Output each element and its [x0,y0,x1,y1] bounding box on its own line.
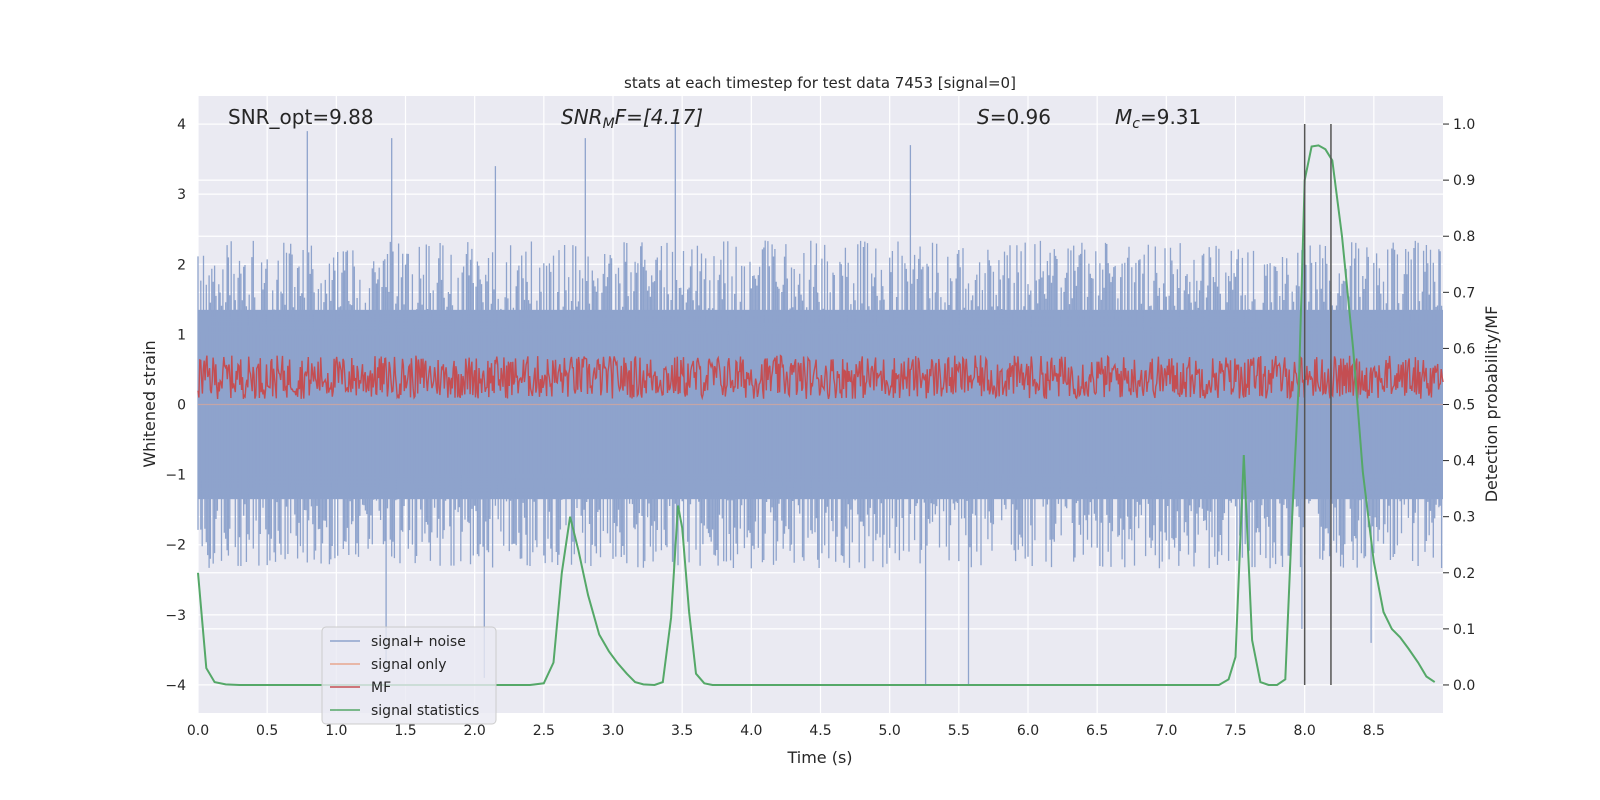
y-tick-label: 3 [177,187,186,203]
y2-tick-label: 0.2 [1453,566,1475,582]
y-tick-label: 4 [177,117,186,133]
s-var: S [977,105,990,129]
x-tick-label: 5.5 [948,723,970,739]
legend-label-signal-noise: signal+ noise [371,634,466,650]
y-tick-label: −2 [165,538,186,554]
signal-statistics-series [197,144,1436,687]
x-tick-label: 1.5 [394,723,416,739]
signal-statistics-trace [197,144,1436,687]
x-tick-label: 2.0 [464,723,486,739]
mc-var: M [1115,105,1132,129]
x-tick-label: 8.5 [1363,723,1385,739]
x-tick-label: 1.0 [325,723,347,739]
annotation-s: S=0.96 [977,105,1051,129]
x-tick-label: 2.5 [533,723,555,739]
y2-tick-label: 1.0 [1453,117,1475,133]
x-axis-label: Time (s) [786,748,852,767]
snr-mf-rest: F=[4.17] [615,105,703,129]
annotation-mc: Mc=9.31 [1115,105,1201,132]
x-tick-label: 4.5 [809,723,831,739]
legend: signal+ noise signal only MF signal stat… [321,626,497,725]
x-tick-label: 3.5 [671,723,693,739]
s-rest: =0.96 [990,105,1051,129]
snr-mf-sub: M [603,116,615,132]
y2-tick-label: 0.8 [1453,229,1475,245]
x-tick-label: 6.0 [1017,723,1039,739]
y-tick-label: −3 [165,608,186,624]
y-axis-label: Whitened strain [140,340,159,467]
y2-tick-label: 0.4 [1453,454,1475,470]
legend-box [321,626,497,725]
x-tick-label: 0.0 [187,723,209,739]
y2-tick-label: 0.6 [1453,341,1475,357]
y-tick-label: −1 [165,468,186,484]
snr-mf-main: SNR [561,105,603,129]
y2-tick-label: 0.5 [1453,398,1475,414]
x-tick-label: 7.5 [1224,723,1246,739]
y-tick-label: 1 [177,327,186,343]
y2-tick-label: 0.7 [1453,285,1475,301]
y-tick-label: 2 [177,257,186,273]
y-axis-ticks: −4 −3 −2 −1 0 1 2 3 4 [165,117,186,694]
y2-tick-label: 0.1 [1453,622,1475,638]
y-tick-label: 0 [177,398,186,414]
x-tick-label: 0.5 [256,723,278,739]
legend-label-signal-statistics: signal statistics [371,703,479,719]
legend-label-signal-only: signal only [371,657,446,673]
y2-axis-ticks: 0.0 0.1 0.2 0.3 0.4 0.5 0.6 0.7 0.8 0.9 1.0 [1443,117,1475,694]
y2-tick-label: 0.3 [1453,510,1475,526]
y2-tick-label: 0.0 [1453,678,1475,694]
x-tick-label: 6.5 [1086,723,1108,739]
x-tick-label: 7.0 [1155,723,1177,739]
x-axis-ticks: 0.0 0.5 1.0 1.5 2.0 2.5 3.0 3.5 4.0 4.5 5.0 5.5 6.0 6… [187,723,1385,739]
y2-axis-label: Detection probability/MF [1482,306,1501,503]
x-tick-label: 3.0 [602,723,624,739]
vertical-markers [1303,124,1332,685]
annotation-snr-mf: SNRMF=[4.17] [561,105,703,132]
mc-rest: =9.31 [1140,105,1201,129]
y2-tick-label: 0.9 [1453,173,1475,189]
x-tick-label: 5.0 [879,723,901,739]
x-tick-label: 4.0 [740,723,762,739]
mf-series [197,354,1444,401]
mf-trace [197,354,1444,401]
y-tick-label: −4 [165,678,186,694]
chart-title: stats at each timestep for test data 745… [624,74,1016,92]
annotation-snr-opt: SNR_opt=9.88 [228,105,374,129]
mc-sub: c [1132,116,1140,132]
x-tick-label: 8.0 [1294,723,1316,739]
legend-label-mf: MF [371,680,391,696]
